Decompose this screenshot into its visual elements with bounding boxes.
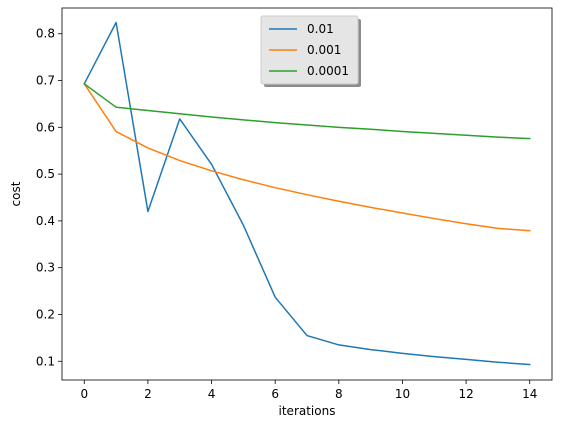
series-line-2 bbox=[83, 82, 531, 140]
x-tick-label: 10 bbox=[395, 387, 410, 401]
x-tick-label: 14 bbox=[522, 387, 537, 401]
x-tick-label: 0 bbox=[80, 387, 88, 401]
y-tick-label: 0.8 bbox=[36, 27, 55, 41]
y-tick-label: 0.1 bbox=[36, 354, 55, 368]
legend-box bbox=[260, 15, 359, 85]
y-tick-label: 0.2 bbox=[36, 307, 55, 321]
x-tick-label: 4 bbox=[208, 387, 216, 401]
x-tick-label: 8 bbox=[335, 387, 343, 401]
y-tick-label: 0.3 bbox=[36, 261, 55, 275]
series-line-0 bbox=[83, 21, 531, 366]
x-axis-label: iterations bbox=[279, 404, 336, 418]
legend-label-1: 0.001 bbox=[307, 43, 341, 57]
legend: 0.01 0.001 0.0001 bbox=[260, 15, 361, 87]
x-tick-label: 6 bbox=[271, 387, 279, 401]
plot-frame bbox=[61, 7, 553, 381]
y-tick-label: 0.7 bbox=[36, 74, 55, 88]
y-axis-ticks: 0.1 0.2 0.3 0.4 0.5 0.6 0.7 0.8 bbox=[36, 27, 62, 368]
x-tick-label: 12 bbox=[458, 387, 473, 401]
series-line-1 bbox=[83, 82, 531, 232]
y-axis-label: cost bbox=[9, 181, 23, 206]
x-tick-label: 2 bbox=[144, 387, 152, 401]
x-axis-ticks: 0 2 4 6 8 10 12 14 bbox=[80, 380, 537, 401]
legend-label-0: 0.01 bbox=[307, 22, 334, 36]
y-tick-label: 0.5 bbox=[36, 167, 55, 181]
plot-lines bbox=[83, 21, 531, 366]
y-tick-label: 0.4 bbox=[36, 214, 55, 228]
y-tick-label: 0.6 bbox=[36, 120, 55, 134]
legend-label-2: 0.0001 bbox=[307, 64, 349, 78]
